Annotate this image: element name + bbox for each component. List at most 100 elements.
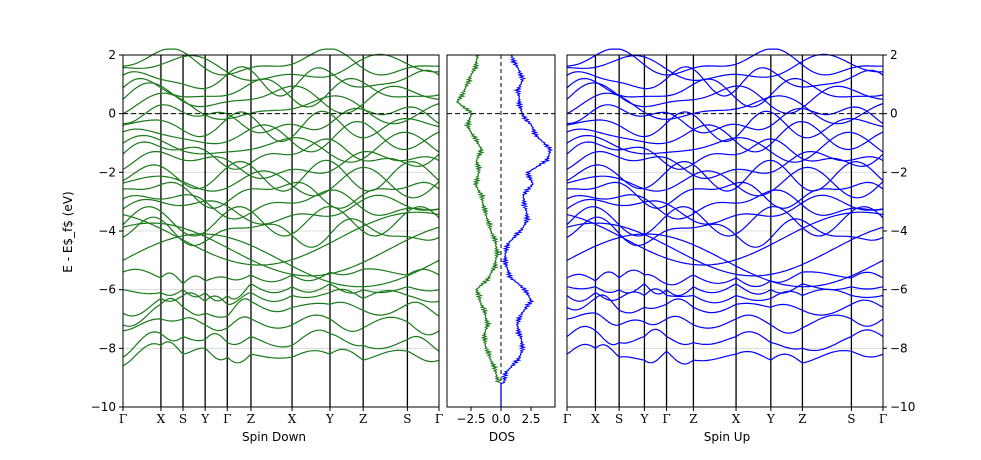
- y-tick-label: −10: [91, 400, 116, 414]
- band-line: [122, 189, 440, 220]
- y-tick-label: 0: [890, 107, 898, 121]
- y-tick-label: −6: [890, 283, 908, 297]
- y-tick-label: 2: [890, 48, 898, 62]
- band-line: [122, 110, 440, 143]
- kpoint-label: X: [591, 412, 600, 426]
- kpoint-label: Y: [325, 412, 335, 426]
- y-tick-label: −4: [890, 224, 908, 238]
- band-line: [566, 211, 884, 266]
- y-tick-label: 2: [108, 48, 116, 62]
- kpoint-label: S: [615, 412, 623, 426]
- kpoint-label: Z: [247, 412, 255, 426]
- band-line: [122, 341, 440, 367]
- band-line: [122, 92, 440, 125]
- band-line: [566, 189, 884, 220]
- band-line: [566, 288, 884, 304]
- x-tick-label: −2.5: [456, 412, 485, 426]
- band-line: [122, 211, 440, 266]
- band-line: [566, 159, 884, 192]
- band-line: [122, 131, 440, 163]
- band-line: [566, 138, 884, 170]
- band-line: [122, 194, 440, 225]
- y-tick-label: −2: [890, 165, 908, 179]
- y-tick-label: 0: [108, 107, 116, 121]
- band-line: [566, 294, 884, 316]
- kpoint-label: Y: [639, 412, 649, 426]
- band-line: [566, 53, 884, 82]
- dos-spin-up-line: [500, 54, 554, 407]
- kpoint-label: Γ: [435, 412, 443, 426]
- y-tick-label: −4: [98, 224, 116, 238]
- band-line: [566, 110, 884, 143]
- band-line: [566, 312, 884, 334]
- y-axis-label: E - E$_f$ (eV): [61, 191, 75, 272]
- spin-down-xlabel: Spin Down: [242, 430, 306, 444]
- band-line: [566, 151, 884, 179]
- x-tick-label: 0.0: [491, 412, 510, 426]
- band-line: [122, 268, 440, 285]
- kpoint-label: X: [732, 412, 741, 426]
- kpoint-label: Γ: [662, 412, 670, 426]
- y-tick-label: −8: [890, 341, 908, 355]
- kpoint-label: Z: [359, 412, 367, 426]
- kpoint-label: S: [179, 412, 187, 426]
- band-line: [566, 82, 884, 115]
- band-line: [122, 151, 440, 179]
- band-line: [122, 77, 440, 108]
- kpoint-label: X: [288, 412, 297, 426]
- dos-spin-down-line: [455, 54, 502, 407]
- band-line: [566, 92, 884, 125]
- band-line: [566, 283, 884, 297]
- x-tick-label: 2.5: [521, 412, 540, 426]
- kpoint-label: Y: [200, 412, 210, 426]
- band-line: [566, 206, 884, 237]
- kpoint-label: Γ: [563, 412, 571, 426]
- y-tick-label: −2: [98, 165, 116, 179]
- band-line: [122, 66, 440, 97]
- kpoint-label: Γ: [119, 412, 127, 426]
- band-line: [122, 53, 440, 82]
- band-line: [566, 343, 884, 365]
- band-line: [122, 159, 440, 192]
- y-tick-label: −6: [98, 283, 116, 297]
- band-line: [566, 325, 884, 352]
- band-line: [122, 233, 440, 288]
- kpoint-label: X: [157, 412, 166, 426]
- band-line: [122, 283, 440, 302]
- band-line: [122, 82, 440, 115]
- band-line: [566, 194, 884, 225]
- kpoint-label: Γ: [879, 412, 887, 426]
- y-tick-label: −10: [890, 400, 915, 414]
- kpoint-label: Z: [798, 412, 806, 426]
- kpoint-label: Γ: [223, 412, 231, 426]
- band-line: [122, 314, 440, 336]
- band-line: [566, 77, 884, 108]
- kpoint-label: S: [403, 412, 411, 426]
- y-tick-label: −8: [98, 341, 116, 355]
- band-line: [122, 329, 440, 358]
- band-line: [122, 120, 440, 153]
- band-line: [122, 181, 440, 209]
- dos-xlabel: DOS: [489, 430, 515, 444]
- band-line: [566, 181, 884, 209]
- kpoint-label: S: [847, 412, 855, 426]
- band-line: [566, 216, 884, 248]
- band-line: [567, 104, 884, 134]
- kpoint-label: Y: [766, 412, 776, 426]
- band-line: [566, 48, 884, 76]
- band-line: [566, 131, 884, 163]
- band-line: [566, 66, 884, 97]
- kpoint-label: Z: [689, 412, 697, 426]
- band-line: [123, 104, 440, 134]
- band-line: [122, 206, 440, 237]
- spin-up-xlabel: Spin Up: [704, 430, 750, 444]
- dos-panel: −2.5 0.0 2.5: [446, 54, 556, 426]
- band-line: [122, 138, 440, 170]
- band-line: [122, 48, 440, 76]
- band-line: [566, 269, 884, 288]
- band-line: [566, 120, 884, 153]
- band-line: [122, 216, 440, 248]
- band-line: [122, 297, 440, 327]
